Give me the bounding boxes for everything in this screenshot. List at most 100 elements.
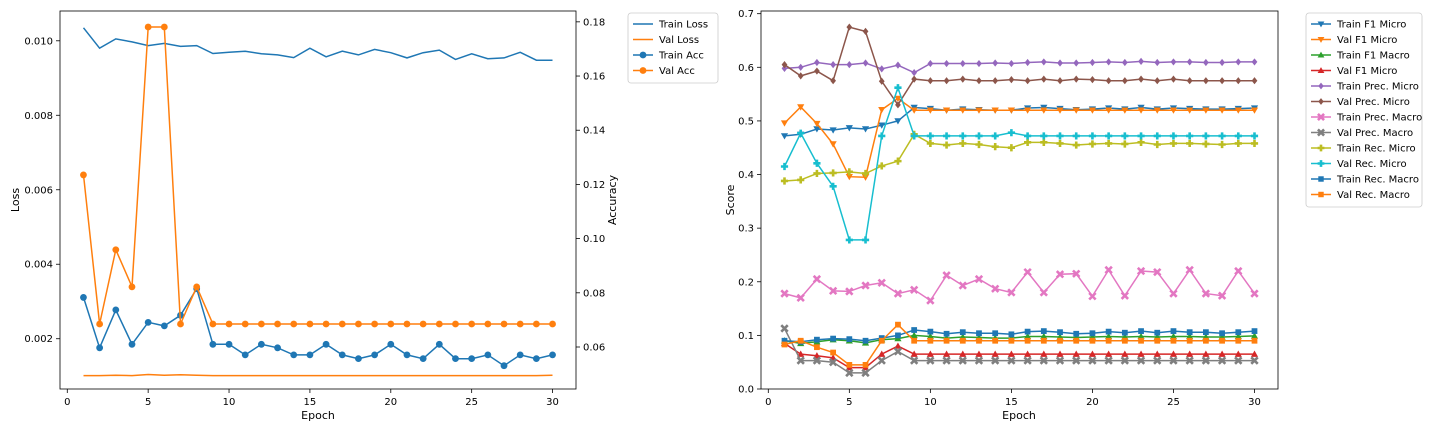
data-point bbox=[435, 340, 443, 348]
data-point bbox=[1234, 132, 1242, 140]
x-tick-label: 25 bbox=[465, 397, 478, 408]
data-point bbox=[1024, 138, 1032, 146]
data-point bbox=[1251, 58, 1258, 66]
data-point bbox=[911, 327, 918, 333]
data-point bbox=[976, 337, 982, 344]
data-point bbox=[1169, 132, 1178, 140]
data-point bbox=[1105, 107, 1113, 114]
data-point bbox=[1073, 337, 1080, 344]
left-legend: Train Loss Val Loss Train Acc Val Acc bbox=[627, 12, 719, 84]
data-point bbox=[862, 27, 869, 35]
data-point bbox=[1072, 141, 1080, 149]
data-point bbox=[926, 350, 934, 357]
left-plot-frame bbox=[59, 10, 577, 390]
data-point bbox=[829, 182, 837, 190]
data-point bbox=[877, 356, 886, 365]
data-point bbox=[452, 320, 459, 328]
data-point bbox=[1105, 132, 1113, 140]
y-right-tick-label: 0.12 bbox=[583, 180, 605, 191]
legend-label: Train Acc bbox=[658, 51, 704, 62]
data-point bbox=[338, 320, 346, 328]
data-point bbox=[991, 143, 999, 151]
data-point bbox=[1169, 289, 1178, 298]
data-point bbox=[781, 64, 788, 72]
series-val-prec-macro bbox=[780, 324, 1259, 378]
data-point bbox=[1040, 337, 1047, 344]
legend-swatch-marker bbox=[1318, 176, 1324, 182]
data-point bbox=[862, 59, 869, 67]
data-point bbox=[1201, 289, 1211, 298]
y-tick-label: 0.0 bbox=[738, 385, 754, 396]
data-point bbox=[1104, 356, 1113, 365]
data-point bbox=[926, 332, 934, 340]
y-tick-label: 0.008 bbox=[24, 111, 53, 122]
data-point bbox=[943, 77, 950, 85]
data-point bbox=[516, 351, 524, 359]
data-point bbox=[797, 176, 805, 184]
legend-label: Train Prec. Micro bbox=[1336, 82, 1419, 93]
data-point bbox=[209, 320, 217, 328]
data-point bbox=[1023, 267, 1032, 277]
data-point bbox=[878, 65, 885, 73]
series-train-prec-micro bbox=[781, 57, 1258, 77]
data-point bbox=[974, 356, 984, 365]
data-point bbox=[1056, 132, 1064, 140]
data-point bbox=[241, 320, 249, 328]
data-point bbox=[1121, 132, 1129, 140]
y-right-tick-label: 0.08 bbox=[583, 288, 605, 299]
legend-entry: Val F1 Micro bbox=[1311, 66, 1397, 77]
data-point bbox=[1186, 329, 1193, 336]
data-point bbox=[128, 340, 136, 348]
data-point bbox=[893, 347, 903, 356]
data-point bbox=[1121, 329, 1128, 336]
series-val-rec-macro bbox=[781, 321, 1258, 368]
data-point bbox=[1154, 337, 1161, 344]
series-train-rec-micro bbox=[780, 130, 1259, 185]
data-point bbox=[1186, 107, 1194, 114]
y-tick-label: 0.006 bbox=[24, 185, 53, 196]
data-point bbox=[830, 61, 837, 69]
data-point bbox=[96, 320, 104, 328]
left-y-axis-right-label: Accuracy bbox=[606, 174, 619, 225]
data-point bbox=[878, 162, 886, 170]
legend-swatch-marker bbox=[1317, 67, 1325, 74]
series-line bbox=[784, 26, 1255, 107]
data-point bbox=[943, 59, 950, 68]
data-point bbox=[1121, 337, 1128, 344]
right-chart: 0 5 10 15 20 25 30 0.0 0.1 0.2 0.3 0.4 0.5 0.6 0.7 Ep… bbox=[724, 9, 1423, 422]
data-point bbox=[910, 132, 918, 140]
legend-box bbox=[1305, 12, 1423, 208]
data-point bbox=[274, 320, 281, 328]
legend-label: Train F1 Macro bbox=[1336, 51, 1410, 62]
data-point bbox=[1072, 350, 1080, 357]
data-point bbox=[1202, 132, 1210, 140]
data-point bbox=[1218, 132, 1226, 140]
data-point bbox=[1251, 337, 1258, 344]
legend-label: Val Rec. Micro bbox=[1337, 159, 1407, 170]
data-point bbox=[257, 320, 265, 328]
data-point bbox=[780, 133, 789, 140]
x-tick-label: 15 bbox=[1005, 397, 1018, 408]
left-y-axis: 0.002 0.004 0.006 0.008 0.010 bbox=[24, 36, 60, 345]
data-point bbox=[1072, 107, 1080, 114]
data-point bbox=[1137, 332, 1145, 340]
legend-entry: Val Rec. Micro bbox=[1311, 159, 1407, 170]
data-point bbox=[1008, 337, 1015, 344]
data-point bbox=[1235, 337, 1242, 344]
legend-box bbox=[627, 12, 719, 84]
data-point bbox=[144, 23, 152, 31]
data-point bbox=[975, 132, 983, 140]
data-point bbox=[403, 320, 411, 328]
data-point bbox=[1056, 107, 1064, 114]
data-point bbox=[846, 361, 853, 368]
data-point bbox=[1007, 288, 1016, 297]
data-point bbox=[830, 335, 837, 342]
data-point bbox=[797, 72, 804, 80]
data-point bbox=[796, 293, 805, 303]
data-point bbox=[1218, 107, 1226, 114]
data-point bbox=[1024, 77, 1031, 85]
data-point bbox=[1105, 77, 1112, 85]
data-point bbox=[845, 236, 853, 244]
x-tick-label: 0 bbox=[64, 397, 70, 408]
data-point bbox=[942, 132, 951, 140]
